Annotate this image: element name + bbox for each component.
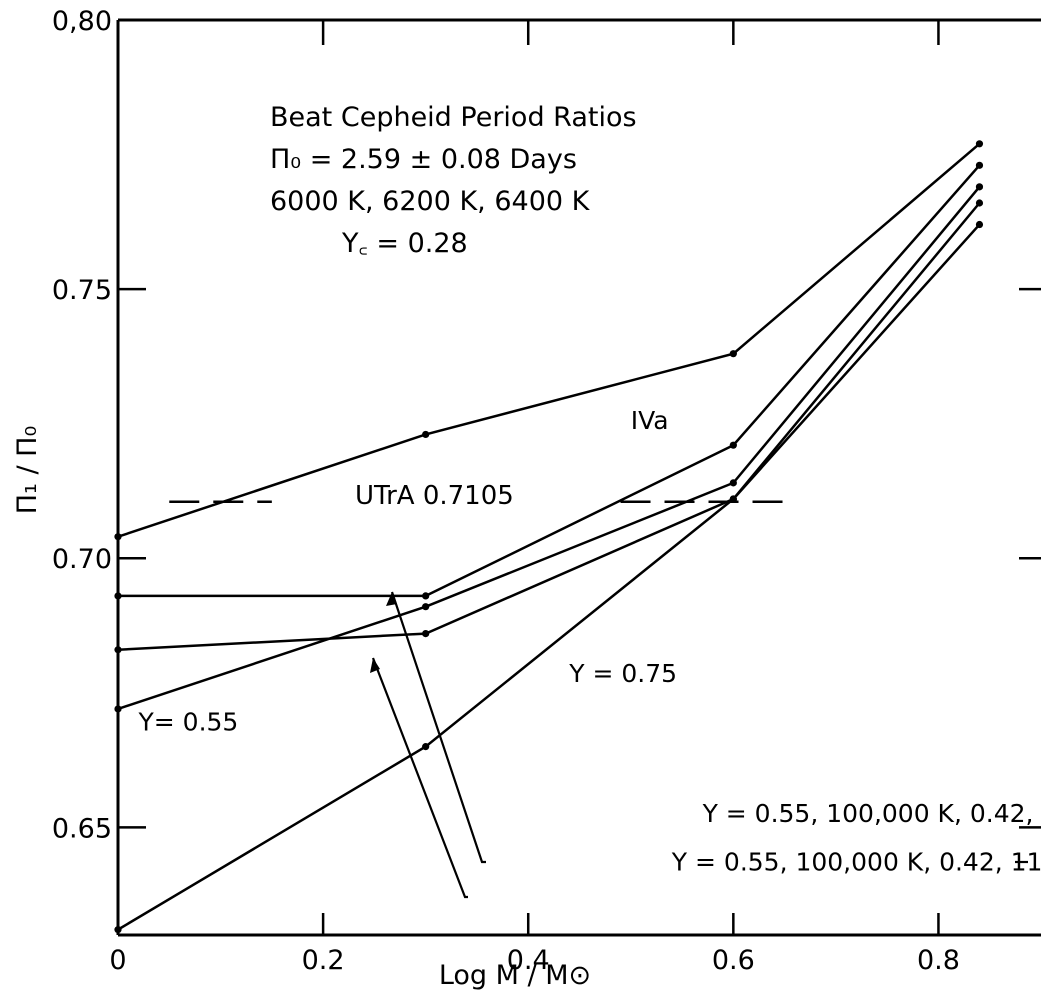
title-line-3: 6000 K, 6200 K, 6400 K [270,186,591,217]
y-axis-label: Π₁ / Π₀ [12,426,43,515]
data-point-0-1 [422,430,430,439]
series-line-1 [118,164,981,598]
tick-marks [116,18,1041,935]
x-tick-label-4: 0.8 [917,945,960,976]
tick-labels: 0 0.2 0.4 0.6 0.8 0.65 0.70 0.75 0,80 [52,6,960,976]
series-line-3 [117,202,981,651]
y-tick-label-0: 0.65 [52,813,112,844]
data-point-1-2 [729,441,737,449]
data-point-3-0 [114,646,122,654]
data-point-0-0 [114,533,122,541]
pointer-150k [390,591,486,864]
y-tick-label-1: 0.70 [52,544,112,575]
data-point-1-3 [975,161,984,169]
annotation-y055: Y= 0.55 [138,707,239,736]
title-line-1: Beat Cepheid Period Ratios [270,102,637,133]
x-tick-label-1: 0.2 [302,945,345,976]
pointer-lines [370,591,1028,899]
title-line-4: Y꜀ = 0.28 [341,228,468,259]
data-point-4-2 [729,495,737,503]
data-point-1-0 [114,592,122,600]
data-point-2-2 [729,479,737,487]
x-tick-label-3: 0.6 [712,945,755,976]
data-point-4-0 [114,926,122,934]
data-point-4-1 [422,743,430,751]
data-point-0-3 [975,140,984,148]
data-point-2-0 [114,705,122,713]
series-line-2 [117,186,981,711]
pointer-110k-arrowhead [370,658,380,673]
data-point-2-3 [975,183,984,191]
x-axis-label: Log M / M⊙ [439,960,591,991]
series-line-0 [117,142,981,538]
annotation-y075: Y = 0.75 [568,659,677,688]
pointer-150k-arrowhead [386,592,397,606]
x-tick-label-0: 0 [109,945,126,976]
data-point-0-2 [729,350,737,358]
reference-line-label: UTrA 0.7105 [355,481,514,511]
pointer-110k [371,657,468,899]
x-tick-label-2: 0.4 [507,945,550,976]
annotation-iva: IVa [631,406,669,435]
data-point-1-1 [422,592,430,600]
data-point-4-3 [975,220,984,229]
y-tick-label-3: 0,80 [52,6,112,37]
series-line-4 [117,223,981,931]
axes [116,18,1041,937]
annotation-150k: Y = 0.55, 100,000 K, 0.42, 150,000 K [702,799,1041,828]
annotation-110k: Y = 0.55, 100,000 K, 0.42, 110,000 K [671,847,1041,876]
data-point-3-3 [975,199,984,207]
series-group [114,140,984,934]
title-line-2: Π₀ = 2.59 ± 0.08 Days [270,144,577,175]
data-point-3-1 [422,629,430,638]
data-point-2-1 [422,603,430,611]
y-tick-label-2: 0.75 [52,275,112,306]
